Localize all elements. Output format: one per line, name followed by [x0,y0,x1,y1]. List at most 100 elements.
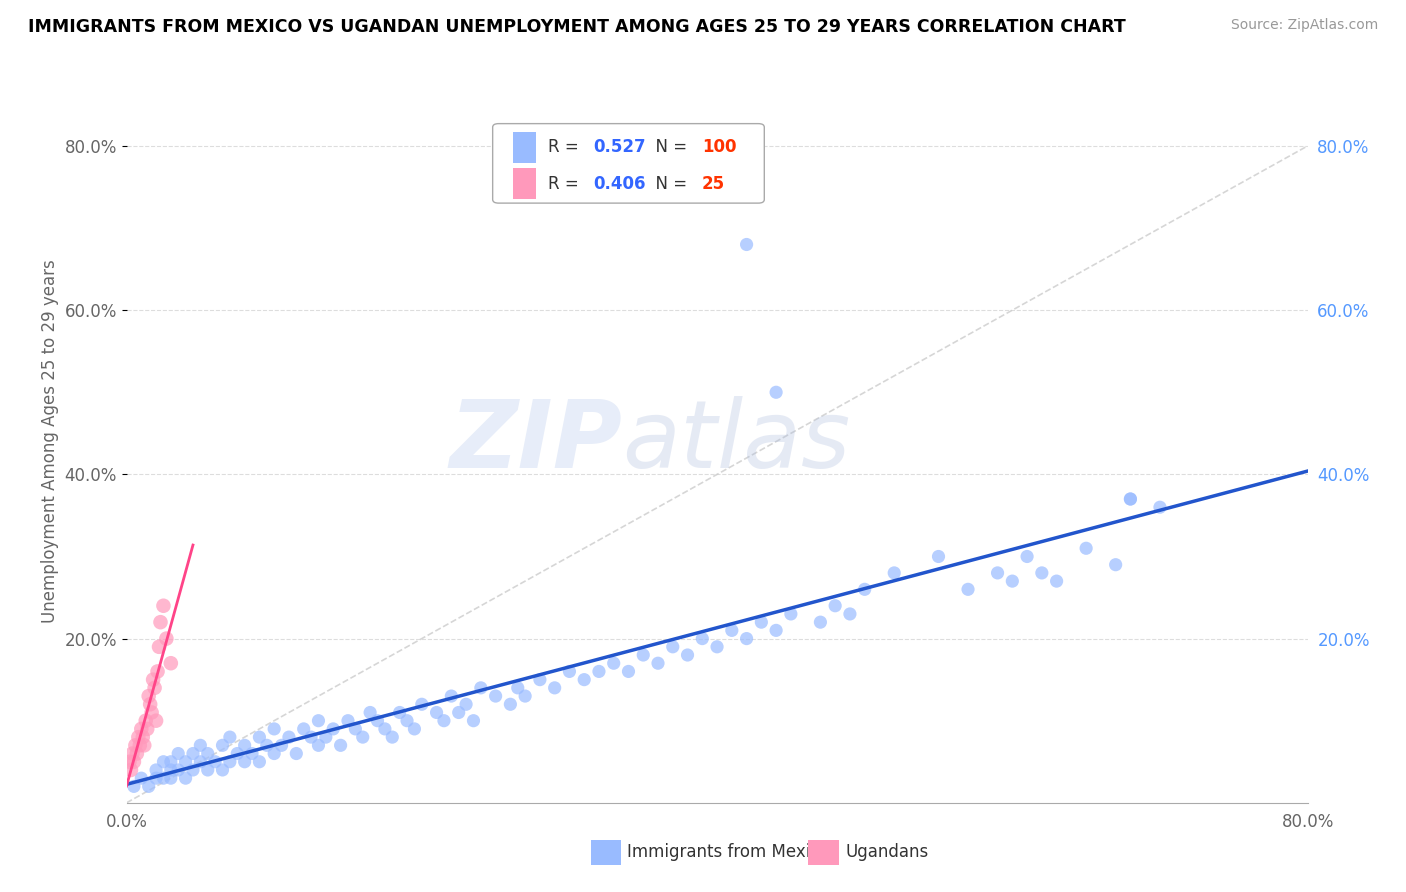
Point [160,763,183,777]
Point [470,681,492,695]
Point [233,739,256,753]
Point [1031,566,1053,580]
Point [1119,491,1142,506]
Text: Immigrants from Mexico: Immigrants from Mexico [627,843,830,861]
Point [134,739,156,753]
Point [374,722,396,736]
Point [129,722,153,736]
Point [197,747,219,761]
Point [219,755,242,769]
FancyBboxPatch shape [513,169,536,199]
Point [125,747,148,761]
Point [142,673,165,687]
Point [308,714,330,728]
Point [129,771,153,785]
FancyBboxPatch shape [492,124,765,203]
Text: N =: N = [645,175,692,193]
Point [124,739,146,753]
Point [765,385,787,400]
Point [219,730,242,744]
Point [256,739,278,753]
Point [1076,541,1098,556]
Point [128,739,150,753]
Point [751,615,773,630]
Point [118,755,141,769]
Point [204,755,226,769]
Point [308,739,330,753]
Text: Source: ZipAtlas.com: Source: ZipAtlas.com [1230,18,1378,32]
Point [181,747,204,761]
Point [411,698,433,712]
Point [396,714,419,728]
Point [322,722,344,736]
Point [263,722,285,736]
Point [188,739,212,753]
Point [780,607,803,621]
Point [226,747,249,761]
Point [145,763,167,777]
Point [240,747,263,761]
Point [838,607,860,621]
Text: 0.527: 0.527 [593,138,645,156]
Point [132,730,155,744]
Point [425,706,447,720]
Point [155,632,177,646]
Text: Ugandans: Ugandans [845,843,928,861]
Point [122,780,145,794]
Point [138,780,160,794]
Point [344,722,367,736]
Point [883,566,905,580]
Text: IMMIGRANTS FROM MEXICO VS UGANDAN UNEMPLOYMENT AMONG AGES 25 TO 29 YEARS CORRELA: IMMIGRANTS FROM MEXICO VS UGANDAN UNEMPL… [28,18,1126,36]
Point [499,698,522,712]
Point [152,755,174,769]
Point [152,599,174,613]
Point [676,648,699,662]
Point [928,549,950,564]
Point [121,747,143,761]
Point [149,615,172,630]
Point [167,747,190,761]
Point [515,689,537,703]
Text: R =: R = [548,175,583,193]
Point [145,771,167,785]
Text: 25: 25 [702,175,725,193]
Point [956,582,979,597]
Point [558,665,581,679]
Point [278,730,301,744]
Point [160,771,183,785]
Point [292,722,315,736]
Point [810,615,832,630]
Point [337,714,360,728]
Point [1119,491,1142,506]
Point [506,681,529,695]
Point [188,755,212,769]
Point [1001,574,1024,588]
Point [352,730,374,744]
Point [1017,549,1039,564]
Point [720,624,742,638]
Point [367,714,389,728]
Point [181,763,204,777]
Point [270,739,292,753]
Point [484,689,508,703]
Point [765,624,787,638]
Point [463,714,485,728]
Point [329,739,352,753]
Text: 100: 100 [702,138,737,156]
Point [233,755,256,769]
Point [662,640,685,654]
Point [381,730,404,744]
Point [315,730,337,744]
Point [285,747,308,761]
Point [447,706,470,720]
Point [987,566,1010,580]
Text: R =: R = [548,138,583,156]
Point [174,755,197,769]
Point [122,755,145,769]
Point [456,698,478,712]
Point [692,632,714,646]
Point [359,706,381,720]
Point [735,237,758,252]
Text: ZIP: ZIP [450,395,623,488]
Point [404,722,426,736]
